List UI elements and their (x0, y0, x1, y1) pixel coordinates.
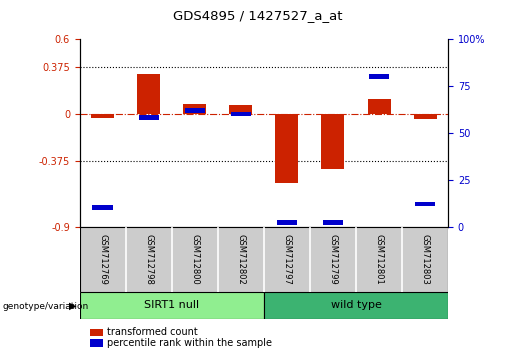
Bar (184, 108, 205, 113)
Bar (369, 74, 389, 79)
Bar (93, 205, 113, 210)
Bar (229, 105, 252, 114)
Text: GSM712803: GSM712803 (421, 234, 430, 285)
Text: GSM712802: GSM712802 (236, 234, 246, 285)
Text: GSM712801: GSM712801 (374, 234, 384, 285)
Text: SIRT1 null: SIRT1 null (144, 300, 199, 310)
Bar (276, 114, 299, 183)
Text: GSM712798: GSM712798 (144, 234, 153, 285)
Text: GSM712797: GSM712797 (282, 234, 291, 285)
Bar (264, 292, 448, 319)
Text: GSM712800: GSM712800 (191, 234, 199, 285)
Text: transformed count: transformed count (107, 327, 198, 337)
Bar (322, 221, 344, 225)
Text: wild type: wild type (331, 300, 382, 310)
Bar (183, 104, 207, 114)
Text: percentile rank within the sample: percentile rank within the sample (107, 338, 272, 348)
Bar (231, 112, 251, 116)
Bar (321, 114, 345, 169)
Bar (138, 74, 160, 114)
Bar (139, 115, 159, 120)
Bar (91, 114, 114, 118)
Bar (368, 99, 390, 114)
Bar (80, 292, 264, 319)
Bar (277, 221, 297, 225)
Bar (414, 114, 437, 119)
Text: ▶: ▶ (68, 301, 76, 311)
Bar (415, 202, 435, 206)
Text: genotype/variation: genotype/variation (3, 302, 89, 311)
Text: GDS4895 / 1427527_a_at: GDS4895 / 1427527_a_at (173, 9, 342, 22)
Text: GSM712769: GSM712769 (98, 234, 107, 285)
Text: GSM712799: GSM712799 (329, 234, 337, 285)
